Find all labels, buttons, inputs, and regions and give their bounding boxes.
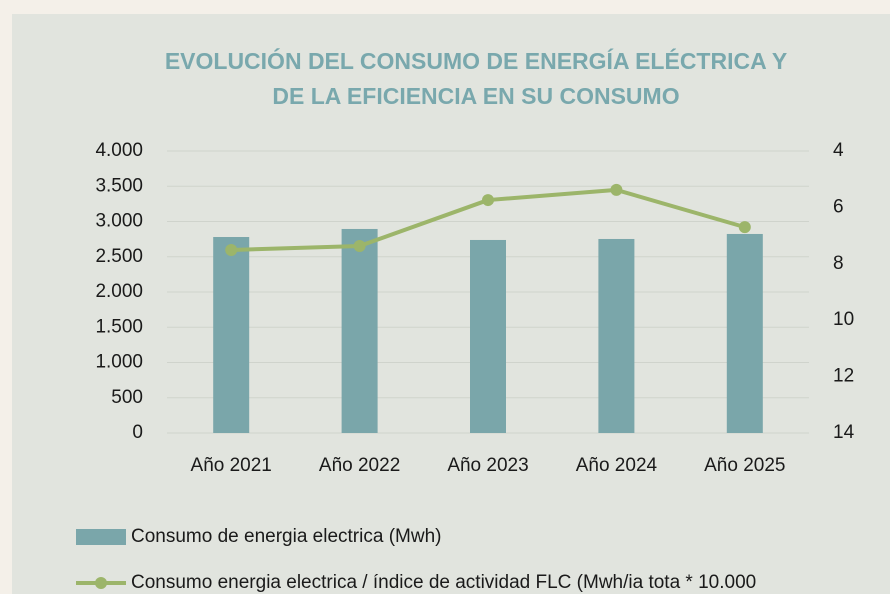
line-marker (225, 243, 238, 256)
x-tick-label: Año 2024 (576, 455, 658, 476)
y-tick-label: 4.000 (95, 140, 143, 161)
x-tick-label: Año 2022 (319, 455, 400, 476)
y-tick-label: 3.000 (95, 211, 143, 232)
y-tick-label: 3.500 (95, 175, 143, 196)
bar (213, 237, 250, 433)
chart-title: EVOLUCIÓN DEL CONSUMO DE ENERGÍA ELÉCTRI… (165, 47, 787, 74)
y2-tick-label: 14 (833, 422, 855, 443)
y2-tick-label: 8 (833, 253, 844, 274)
bar (726, 233, 763, 433)
y2-tick-label: 12 (833, 366, 854, 387)
legend-swatch (76, 529, 126, 545)
bar (470, 239, 506, 433)
y-tick-label: 500 (111, 387, 143, 408)
y-tick-label: 1.000 (95, 352, 143, 373)
x-tick-label: Año 2023 (447, 455, 528, 476)
y2-tick-label: 10 (833, 309, 854, 330)
legend-label: Consumo energia electrica / índice de ac… (131, 572, 756, 593)
legend-swatch (95, 577, 107, 589)
line-marker (482, 194, 494, 207)
chart-title: DE LA EFICIENCIA EN SU CONSUMO (272, 83, 679, 109)
line-marker (610, 183, 623, 196)
line-marker (738, 221, 751, 234)
bar (341, 228, 378, 433)
line-marker (353, 240, 366, 253)
x-tick-label: Año 2025 (704, 455, 785, 476)
y2-tick-label: 6 (833, 196, 844, 217)
x-tick-label: Año 2021 (191, 455, 272, 476)
legend-label: Consumo de energia electrica (Mwh) (131, 526, 441, 547)
y-tick-label: 2.000 (95, 281, 143, 302)
y-tick-label: 0 (132, 422, 143, 443)
y-tick-label: 1.500 (95, 316, 143, 337)
bar (598, 238, 635, 433)
y-tick-label: 2.500 (95, 246, 143, 267)
y2-tick-label: 4 (833, 140, 844, 161)
